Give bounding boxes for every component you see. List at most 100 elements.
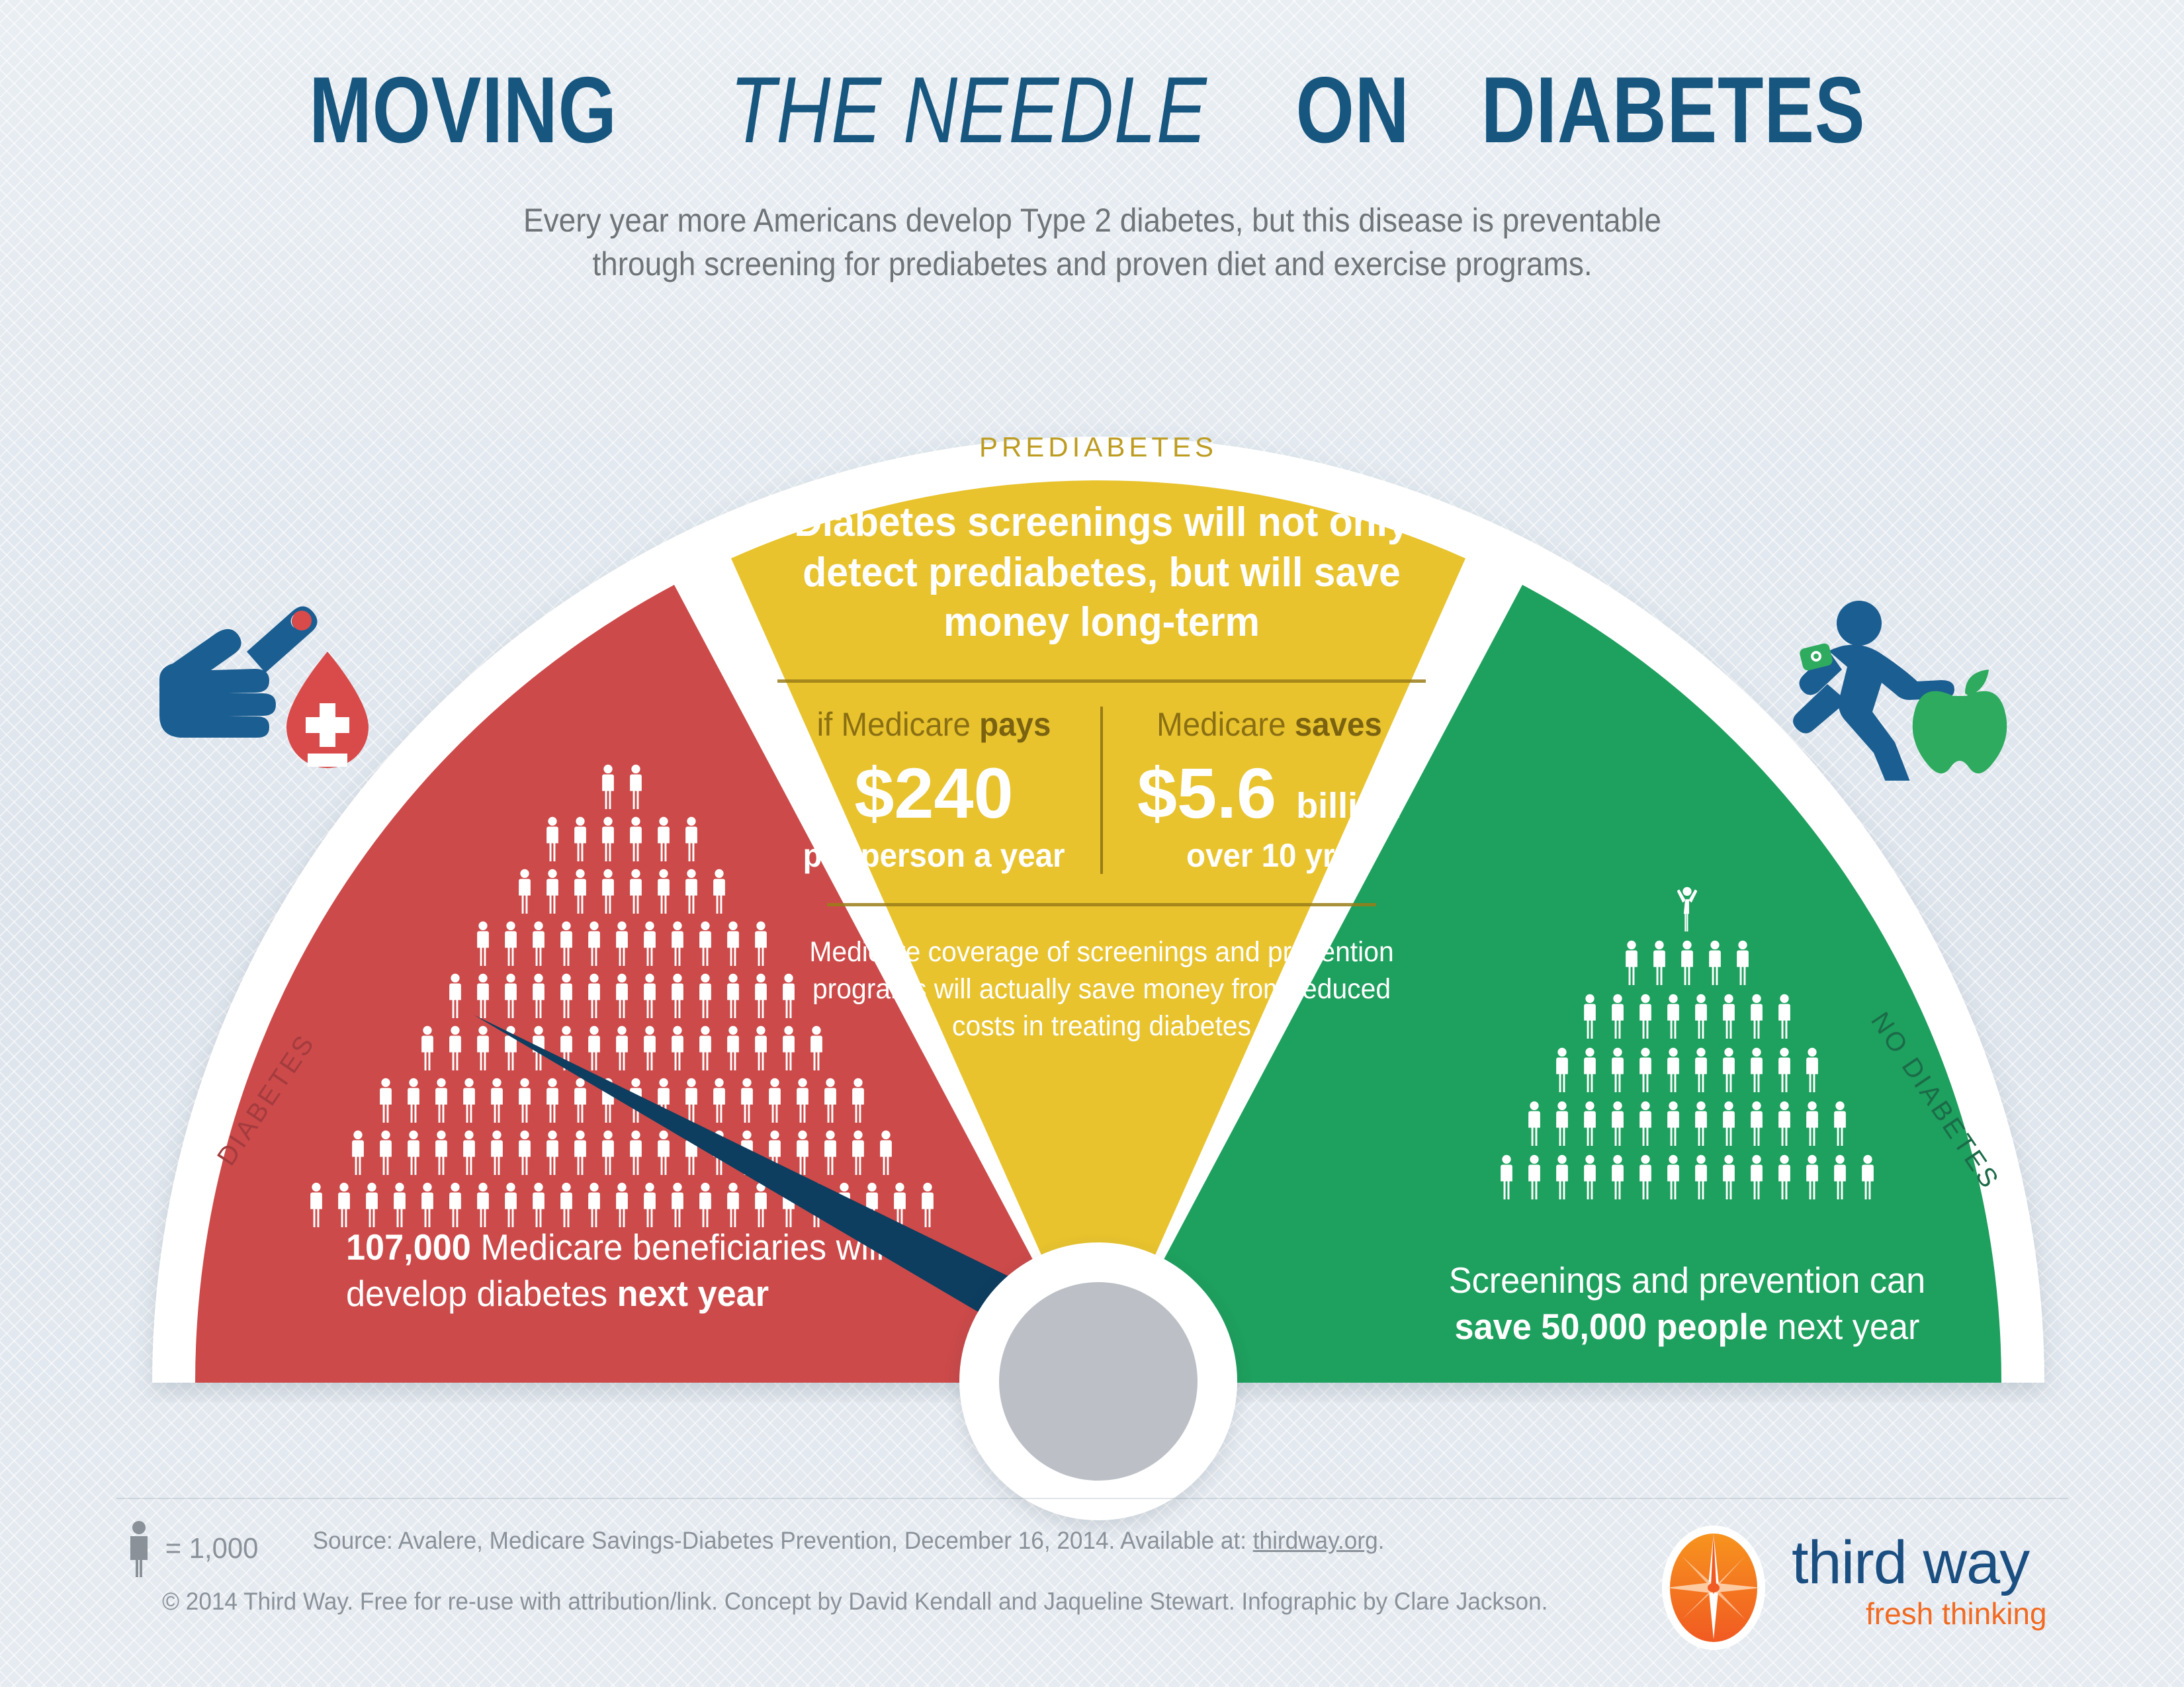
stat-columns: if Medicare pays $240 per person a year …	[767, 706, 1436, 874]
person-figure	[584, 921, 604, 969]
person-icon	[672, 921, 683, 966]
legend-text: = 1,000	[165, 1532, 259, 1565]
person-figure	[1663, 1047, 1683, 1096]
person-figure	[598, 869, 618, 917]
people-row	[271, 764, 973, 812]
person-figure	[1636, 1101, 1655, 1149]
source-prefix: Source: Avalere, Medicare Savings-Diabet…	[312, 1527, 1253, 1554]
person-icon	[783, 973, 795, 1018]
person-icon	[1778, 994, 1790, 1039]
people-row	[1409, 1047, 1965, 1096]
person-figure	[779, 1025, 799, 1074]
stat-saves-value: $5.6	[1137, 752, 1277, 833]
person-figure	[376, 1078, 396, 1126]
person-icon	[533, 973, 545, 1018]
person-figure	[1733, 940, 1753, 988]
person-figure	[1636, 1154, 1655, 1203]
person-icon	[1626, 940, 1638, 985]
person-icon	[533, 921, 545, 966]
person-figure	[543, 1130, 562, 1178]
person-figure	[543, 869, 562, 917]
person-figure	[723, 973, 743, 1021]
person-icon	[699, 973, 711, 1018]
person-icon	[894, 1182, 906, 1227]
person-icon	[588, 1182, 600, 1227]
person-icon	[505, 973, 517, 1018]
person-icon	[1806, 1047, 1818, 1092]
person-figure	[918, 1182, 938, 1231]
person-icon	[1584, 1101, 1596, 1146]
person-icon	[1751, 1154, 1763, 1199]
person-icon	[810, 1025, 822, 1070]
person-figure	[1580, 1101, 1600, 1149]
people-row	[1409, 940, 1965, 988]
person-icon	[463, 1130, 475, 1175]
person-icon	[519, 1130, 531, 1175]
compass-rose-icon	[1662, 1526, 1765, 1650]
person-figure	[848, 1130, 868, 1178]
person-icon	[546, 816, 558, 861]
person-figure	[584, 1025, 604, 1074]
people-pyramid-no-diabetes	[1409, 887, 1965, 1208]
person-figure	[404, 1078, 423, 1126]
person-icon	[1834, 1154, 1846, 1199]
person-icon	[1584, 994, 1596, 1039]
subtitle-line-1: Every year more Americans develop Type 2…	[523, 202, 1661, 239]
person-icon	[588, 1025, 600, 1070]
person-figure	[473, 1182, 493, 1231]
title-word-moving: MOVING	[309, 58, 617, 163]
person-figure	[1636, 994, 1655, 1042]
person-icon	[769, 1078, 781, 1123]
person-icon	[1695, 1154, 1707, 1199]
person-figure	[404, 1130, 423, 1178]
person-icon	[574, 1130, 586, 1175]
person-icon	[1556, 1101, 1568, 1146]
person-icon	[1677, 887, 1698, 931]
person-icon	[560, 973, 572, 1018]
page-title: MOVING THE NEEDLE ON DIABETES	[0, 64, 2184, 157]
person-icon	[727, 973, 739, 1018]
person-icon	[1667, 1101, 1679, 1146]
person-icon	[685, 869, 697, 914]
person-figure	[501, 1182, 521, 1231]
person-icon	[477, 921, 489, 966]
person-icon	[519, 869, 531, 914]
apple-icon	[1912, 670, 2007, 774]
person-icon	[1528, 1154, 1540, 1199]
person-figure	[570, 869, 590, 917]
person-figure	[473, 1025, 493, 1074]
person-figure	[848, 1078, 868, 1126]
person-icon	[797, 1078, 808, 1123]
person-figure	[654, 1078, 674, 1126]
person-icon	[797, 1130, 808, 1175]
logo-wordmark: third way	[1792, 1529, 2030, 1596]
people-row	[1409, 994, 1965, 1042]
person-figure	[584, 973, 604, 1021]
person-figure	[417, 1025, 437, 1074]
person-icon	[699, 1025, 711, 1070]
person-figure	[334, 1182, 354, 1231]
diabetes-caption-text: Medicare beneficiaries will develop diab…	[346, 1227, 885, 1315]
person-icon	[1723, 1047, 1735, 1092]
person-figure	[1677, 940, 1697, 988]
person-icon	[1612, 1047, 1624, 1092]
person-figure	[1608, 994, 1628, 1042]
person-icon	[1778, 1154, 1790, 1199]
stat-pays-heading: if Medicare pays	[782, 706, 1086, 743]
person-figure	[640, 1182, 660, 1231]
person-figure	[529, 921, 548, 969]
source-link[interactable]: thirdway.org	[1252, 1527, 1378, 1554]
person-icon	[672, 1025, 683, 1070]
person-figure	[459, 1078, 479, 1126]
person-icon	[852, 1130, 864, 1175]
person-figure	[1608, 1101, 1628, 1149]
person-icon	[449, 1182, 461, 1227]
person-icon	[519, 1078, 531, 1123]
person-icon	[658, 816, 670, 861]
person-figure	[612, 973, 632, 1021]
third-way-logo[interactable]: third way fresh thinking	[1647, 1522, 2124, 1661]
person-icon	[1584, 1047, 1596, 1092]
person-figure	[1524, 1101, 1544, 1149]
person-icon	[546, 1078, 558, 1123]
person-icon	[1556, 1047, 1568, 1092]
